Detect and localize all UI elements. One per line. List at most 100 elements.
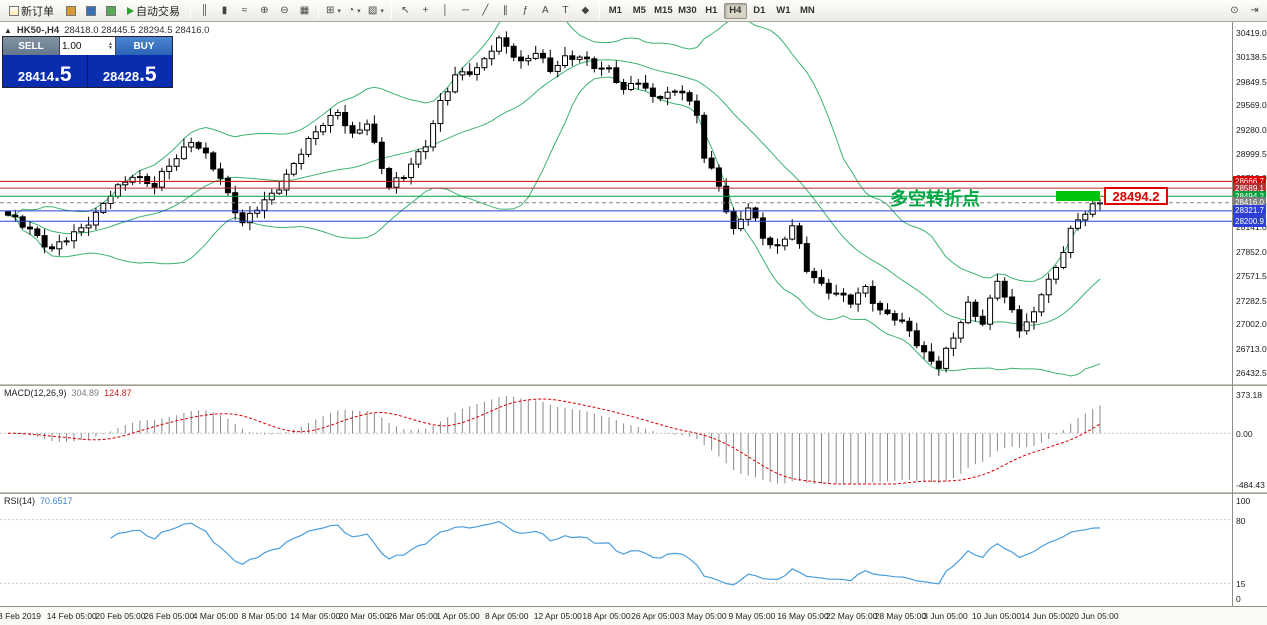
volume-spinner[interactable]: ▲ ▼ — [108, 41, 113, 51]
time-tick: 14 Mar 05:00 — [290, 611, 341, 621]
toolbar-separator — [190, 3, 191, 18]
chevron-down-icon: ▾ — [357, 7, 361, 15]
tile-windows-icon: ▦ — [299, 5, 310, 16]
rsi-tick: 80 — [1236, 515, 1246, 526]
chart-shift-icon: ⇥ — [1250, 5, 1259, 16]
rsi-panel: RSI(14) 70.6517 100 80 15 0 — [0, 494, 1267, 606]
autotrading-button[interactable]: 自动交易 — [121, 2, 186, 20]
macd-value-main: 304.89 — [71, 388, 100, 398]
time-tick: 16 May 05:00 — [777, 611, 829, 621]
macd-tick: -484.43 — [1236, 480, 1265, 490]
new-order-button[interactable]: 新订单 — [3, 2, 60, 20]
panel-separator[interactable] — [0, 384, 1267, 386]
line-chart-icon: ≈ — [241, 5, 248, 16]
price-tick: 27002.0 — [1236, 319, 1267, 330]
cursor-icon: ↖ — [401, 5, 410, 16]
timeframe-h4-button[interactable]: H4 — [723, 2, 747, 19]
price-tick: 27852.0 — [1236, 246, 1267, 257]
zoom-in-icon: ⊕ — [260, 5, 269, 16]
crosshair-button[interactable]: + — [416, 2, 435, 20]
templates-button[interactable]: ▧ ▾ — [365, 2, 387, 20]
sell-price[interactable]: 28414.5 — [3, 55, 88, 87]
chart-shift-button[interactable]: ⇥ — [1245, 2, 1264, 20]
cursor-button[interactable]: ↖ — [396, 2, 415, 20]
one-click-toggle-icon[interactable]: ▲ — [4, 26, 12, 35]
chart-symbol-period: HK50-,H4 — [16, 25, 60, 36]
time-tick: 26 Feb 05:00 — [144, 611, 195, 621]
annotation-rectangle[interactable] — [1056, 191, 1100, 202]
main-toolbar: 新订单 自动交易 ║ ▮ ≈ ⊕ ⊖ ▦ ⊞ ▾ ◔ ▾ ▧ ▾ ↖ + │ ─ ╱ ∥ ƒ A T ◆ M1 M5 M15 M30 H… — [0, 0, 1267, 22]
buy-button[interactable]: BUY — [116, 37, 172, 55]
timeframe-m15-button[interactable]: M15 — [654, 5, 673, 16]
line-chart-button[interactable]: ≈ — [235, 2, 254, 20]
time-tick: 3 Jun 05:00 — [923, 611, 968, 621]
volume-input[interactable]: 1.00 ▲ ▼ — [59, 37, 116, 55]
zoom-out-button[interactable]: ⊖ — [275, 2, 294, 20]
chart-window-button[interactable] — [61, 2, 80, 20]
annotation-text[interactable]: 多空转折点 — [890, 189, 980, 210]
annotation-price-label[interactable]: 28494.2 — [1104, 187, 1168, 206]
metaeditor-button[interactable] — [101, 2, 120, 20]
arrows-button[interactable]: ◆ — [576, 2, 595, 20]
fibonacci-icon: ƒ — [522, 5, 529, 16]
zoom-in-button[interactable]: ⊕ — [255, 2, 274, 20]
sell-price-big-digit: .5 — [54, 63, 72, 86]
rsi-tick: 0 — [1236, 594, 1241, 604]
trendline-button[interactable]: ╱ — [476, 2, 495, 20]
buy-price[interactable]: 28428.5 — [87, 55, 172, 87]
timeframe-m30-button[interactable]: M30 — [678, 5, 697, 16]
time-tick: 20 Feb 05:00 — [95, 611, 146, 621]
timeframe-m5-button[interactable]: M5 — [632, 5, 646, 16]
price-tick: 26432.5 — [1236, 368, 1267, 378]
tile-windows-button[interactable]: ▦ — [295, 2, 314, 20]
price-line-marker: 28666.7 — [1233, 175, 1266, 187]
indicators-button[interactable]: ⊞ ▾ — [323, 2, 344, 20]
price-tick: 29849.5 — [1236, 76, 1267, 87]
bar-chart-icon: ║ — [200, 5, 209, 16]
text-button[interactable]: A — [536, 2, 555, 20]
time-tick: 10 Jun 05:00 — [972, 611, 1022, 621]
profiles-button[interactable] — [81, 2, 100, 20]
time-tick: 26 Apr 05:00 — [631, 611, 680, 621]
main-chart-panel: ▲ HK50-,H4 28418.0 28445.5 28294.5 28416… — [0, 22, 1267, 384]
fibonacci-button[interactable]: ƒ — [516, 2, 535, 20]
macd-chart[interactable] — [0, 386, 1232, 492]
bar-chart-button[interactable]: ║ — [195, 2, 214, 20]
horizontal-line-button[interactable]: ─ — [456, 2, 475, 20]
periods-button[interactable]: ◔ ▾ — [345, 2, 364, 20]
search-icon: ⊙ — [1230, 5, 1239, 16]
panel-separator[interactable] — [0, 492, 1267, 494]
spinner-up-icon[interactable]: ▲ — [108, 41, 113, 47]
timeframe-m1-button[interactable]: M1 — [608, 5, 622, 16]
channel-button[interactable]: ∥ — [496, 2, 515, 20]
price-line-marker: 28416.0 — [1233, 197, 1266, 209]
rsi-chart[interactable] — [0, 494, 1232, 606]
time-tick: 8 Apr 05:00 — [485, 611, 529, 621]
trendline-icon: ╱ — [482, 5, 489, 16]
vertical-line-button[interactable]: │ — [436, 2, 455, 20]
search-button[interactable]: ⊙ — [1225, 2, 1244, 20]
time-tick: 3 May 05:00 — [679, 611, 727, 621]
timeframe-h1-button[interactable]: H1 — [705, 5, 718, 16]
timeframe-d1-button[interactable]: D1 — [753, 5, 766, 16]
timeframe-mn-button[interactable]: MN — [799, 5, 815, 16]
sell-price-prefix: 28414 — [17, 69, 55, 84]
time-tick: 3 Feb 2019 — [0, 611, 42, 621]
volume-value: 1.00 — [62, 40, 82, 52]
candlestick-chart[interactable] — [0, 22, 1232, 384]
price-tick: 29280.0 — [1236, 125, 1267, 136]
sell-button[interactable]: SELL — [3, 37, 59, 55]
price-tick: 30138.5 — [1236, 51, 1267, 62]
macd-panel: MACD(12,26,9) 304.89 124.87 373.18 0.00 -4… — [0, 386, 1267, 492]
price-tick: 30419.0 — [1236, 28, 1267, 38]
rsi-tick: 15 — [1236, 579, 1246, 590]
spinner-down-icon[interactable]: ▼ — [108, 45, 113, 51]
candlestick-chart-button[interactable]: ▮ — [215, 2, 234, 20]
label-icon: T — [562, 5, 569, 16]
time-tick: 18 Apr 05:00 — [582, 611, 631, 621]
label-button[interactable]: T — [556, 2, 575, 20]
price-tick: 28999.5 — [1236, 149, 1267, 160]
timeframe-w1-button[interactable]: W1 — [776, 5, 791, 16]
time-axis[interactable]: 3 Feb 2019 14 Feb 05:00 20 Feb 05:00 26 Feb… — [0, 606, 1267, 625]
price-tick: 28141.0 — [1236, 222, 1267, 233]
